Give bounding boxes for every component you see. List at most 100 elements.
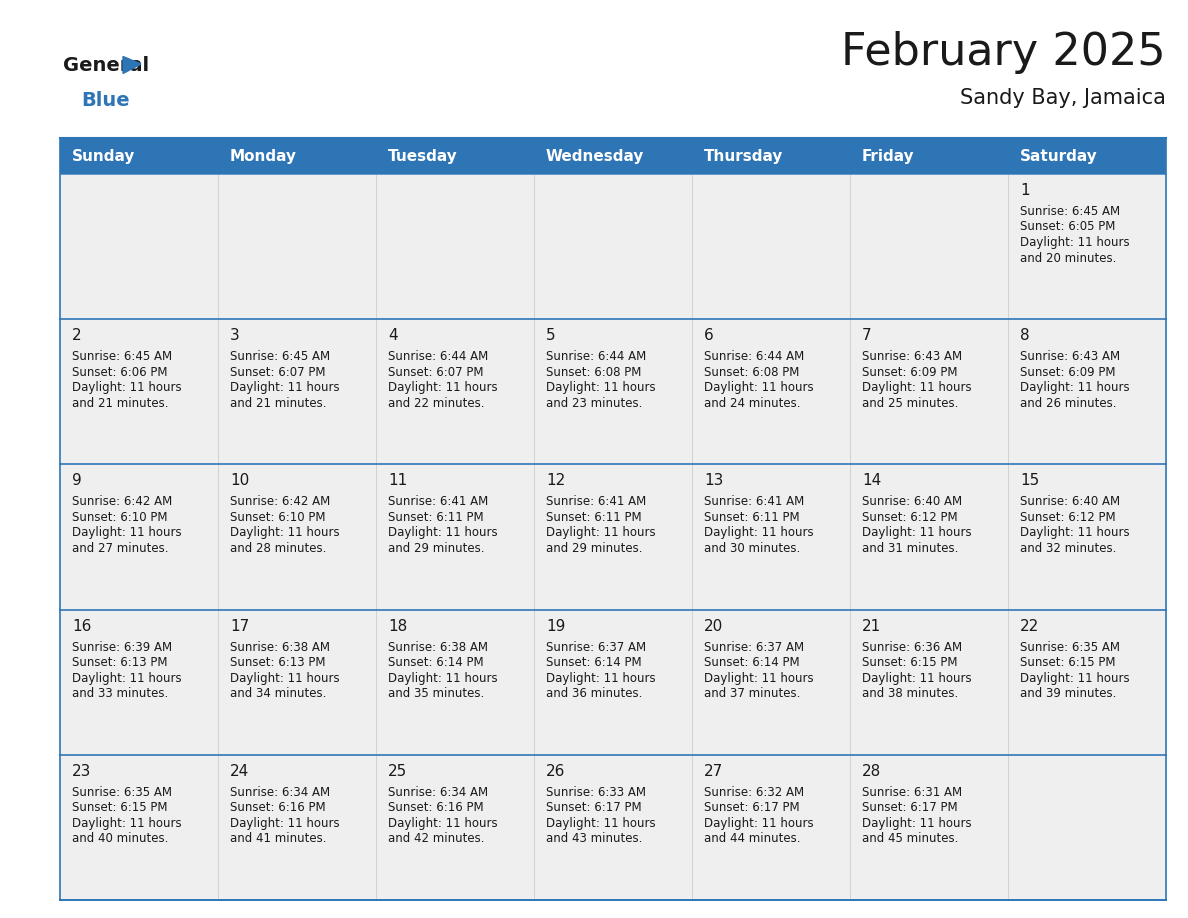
Text: 9: 9 — [72, 474, 82, 488]
Text: 10: 10 — [230, 474, 249, 488]
Text: and 30 minutes.: and 30 minutes. — [704, 542, 801, 554]
Text: Sunrise: 6:40 AM: Sunrise: 6:40 AM — [862, 496, 962, 509]
Text: and 22 minutes.: and 22 minutes. — [388, 397, 485, 409]
Text: Sunset: 6:07 PM: Sunset: 6:07 PM — [388, 365, 484, 379]
Text: Daylight: 11 hours: Daylight: 11 hours — [704, 817, 814, 830]
Text: Daylight: 11 hours: Daylight: 11 hours — [230, 381, 340, 394]
Text: 23: 23 — [72, 764, 91, 778]
Text: 5: 5 — [546, 329, 556, 343]
Text: Sunrise: 6:45 AM: Sunrise: 6:45 AM — [72, 350, 172, 364]
Text: Daylight: 11 hours: Daylight: 11 hours — [862, 526, 972, 540]
Text: Sunset: 6:09 PM: Sunset: 6:09 PM — [862, 365, 958, 379]
Text: and 31 minutes.: and 31 minutes. — [862, 542, 959, 554]
Bar — [61, 610, 1165, 755]
Text: and 26 minutes.: and 26 minutes. — [1020, 397, 1117, 409]
Text: Wednesday: Wednesday — [546, 149, 644, 163]
Text: Sunrise: 6:44 AM: Sunrise: 6:44 AM — [388, 350, 488, 364]
Text: Thursday: Thursday — [704, 149, 783, 163]
Text: and 21 minutes.: and 21 minutes. — [230, 397, 327, 409]
Text: Daylight: 11 hours: Daylight: 11 hours — [1020, 672, 1130, 685]
Text: February 2025: February 2025 — [841, 30, 1165, 73]
Text: Sunset: 6:13 PM: Sunset: 6:13 PM — [230, 656, 326, 669]
Text: Daylight: 11 hours: Daylight: 11 hours — [72, 672, 182, 685]
Text: Daylight: 11 hours: Daylight: 11 hours — [230, 526, 340, 540]
Polygon shape — [124, 57, 141, 73]
Text: Sunset: 6:06 PM: Sunset: 6:06 PM — [72, 365, 168, 379]
Text: 26: 26 — [546, 764, 565, 778]
Text: and 41 minutes.: and 41 minutes. — [230, 833, 327, 845]
Text: Daylight: 11 hours: Daylight: 11 hours — [704, 672, 814, 685]
Text: Sunrise: 6:43 AM: Sunrise: 6:43 AM — [1020, 350, 1120, 364]
Text: Sunset: 6:17 PM: Sunset: 6:17 PM — [546, 801, 642, 814]
Text: Sunset: 6:16 PM: Sunset: 6:16 PM — [388, 801, 484, 814]
Text: 28: 28 — [862, 764, 881, 778]
Text: Saturday: Saturday — [1020, 149, 1098, 163]
Bar — [61, 138, 1165, 174]
Text: 2: 2 — [72, 329, 82, 343]
Text: 6: 6 — [704, 329, 714, 343]
Text: Daylight: 11 hours: Daylight: 11 hours — [862, 381, 972, 394]
Text: Sunset: 6:12 PM: Sunset: 6:12 PM — [1020, 511, 1116, 524]
Text: Sandy Bay, Jamaica: Sandy Bay, Jamaica — [960, 88, 1165, 108]
Text: 22: 22 — [1020, 619, 1040, 633]
Text: 16: 16 — [72, 619, 91, 633]
Text: Friday: Friday — [862, 149, 915, 163]
Text: Sunrise: 6:44 AM: Sunrise: 6:44 AM — [546, 350, 646, 364]
Text: 15: 15 — [1020, 474, 1040, 488]
Text: Daylight: 11 hours: Daylight: 11 hours — [546, 381, 656, 394]
Text: Sunset: 6:15 PM: Sunset: 6:15 PM — [72, 801, 168, 814]
Text: Daylight: 11 hours: Daylight: 11 hours — [388, 817, 498, 830]
Text: Sunset: 6:13 PM: Sunset: 6:13 PM — [72, 656, 168, 669]
Text: Daylight: 11 hours: Daylight: 11 hours — [862, 817, 972, 830]
Text: and 38 minutes.: and 38 minutes. — [862, 687, 959, 700]
Text: and 35 minutes.: and 35 minutes. — [388, 687, 485, 700]
Text: Daylight: 11 hours: Daylight: 11 hours — [1020, 381, 1130, 394]
Text: Sunrise: 6:38 AM: Sunrise: 6:38 AM — [388, 641, 488, 654]
Text: Sunrise: 6:45 AM: Sunrise: 6:45 AM — [1020, 205, 1120, 218]
Text: 11: 11 — [388, 474, 407, 488]
Text: Daylight: 11 hours: Daylight: 11 hours — [388, 526, 498, 540]
Text: Daylight: 11 hours: Daylight: 11 hours — [72, 526, 182, 540]
Text: Daylight: 11 hours: Daylight: 11 hours — [1020, 526, 1130, 540]
Text: Daylight: 11 hours: Daylight: 11 hours — [704, 526, 814, 540]
Text: Sunset: 6:12 PM: Sunset: 6:12 PM — [862, 511, 958, 524]
Text: Sunrise: 6:35 AM: Sunrise: 6:35 AM — [1020, 641, 1120, 654]
Text: 8: 8 — [1020, 329, 1030, 343]
Text: and 21 minutes.: and 21 minutes. — [72, 397, 169, 409]
Text: 12: 12 — [546, 474, 565, 488]
Text: 13: 13 — [704, 474, 723, 488]
Text: 17: 17 — [230, 619, 249, 633]
Text: Daylight: 11 hours: Daylight: 11 hours — [72, 817, 182, 830]
Text: Sunset: 6:11 PM: Sunset: 6:11 PM — [546, 511, 642, 524]
Text: Sunrise: 6:44 AM: Sunrise: 6:44 AM — [704, 350, 804, 364]
Text: Sunset: 6:08 PM: Sunset: 6:08 PM — [546, 365, 642, 379]
Text: Daylight: 11 hours: Daylight: 11 hours — [546, 672, 656, 685]
Text: Daylight: 11 hours: Daylight: 11 hours — [546, 817, 656, 830]
Text: Daylight: 11 hours: Daylight: 11 hours — [388, 381, 498, 394]
Text: #1a1a1a: #1a1a1a — [63, 55, 159, 74]
Bar — [61, 755, 1165, 900]
Text: 14: 14 — [862, 474, 881, 488]
Text: and 28 minutes.: and 28 minutes. — [230, 542, 327, 554]
Text: Daylight: 11 hours: Daylight: 11 hours — [230, 817, 340, 830]
Text: Sunset: 6:09 PM: Sunset: 6:09 PM — [1020, 365, 1116, 379]
Text: Sunrise: 6:38 AM: Sunrise: 6:38 AM — [230, 641, 330, 654]
Text: Sunrise: 6:33 AM: Sunrise: 6:33 AM — [546, 786, 646, 799]
Text: Sunrise: 6:42 AM: Sunrise: 6:42 AM — [72, 496, 172, 509]
Text: Sunrise: 6:37 AM: Sunrise: 6:37 AM — [546, 641, 646, 654]
Text: Sunset: 6:14 PM: Sunset: 6:14 PM — [704, 656, 800, 669]
Text: Sunset: 6:17 PM: Sunset: 6:17 PM — [704, 801, 800, 814]
Text: Sunset: 6:10 PM: Sunset: 6:10 PM — [230, 511, 326, 524]
Text: and 27 minutes.: and 27 minutes. — [72, 542, 169, 554]
Text: and 39 minutes.: and 39 minutes. — [1020, 687, 1117, 700]
Text: and 20 minutes.: and 20 minutes. — [1020, 252, 1117, 264]
Text: Daylight: 11 hours: Daylight: 11 hours — [704, 381, 814, 394]
Text: Sunrise: 6:34 AM: Sunrise: 6:34 AM — [388, 786, 488, 799]
Text: and 42 minutes.: and 42 minutes. — [388, 833, 485, 845]
Text: and 45 minutes.: and 45 minutes. — [862, 833, 959, 845]
Text: and 37 minutes.: and 37 minutes. — [704, 687, 801, 700]
Text: Sunrise: 6:34 AM: Sunrise: 6:34 AM — [230, 786, 330, 799]
Text: and 36 minutes.: and 36 minutes. — [546, 687, 643, 700]
Text: Daylight: 11 hours: Daylight: 11 hours — [862, 672, 972, 685]
Text: 4: 4 — [388, 329, 398, 343]
